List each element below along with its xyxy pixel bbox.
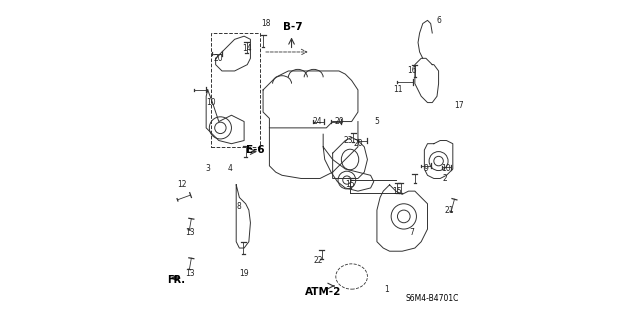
Text: 16: 16 bbox=[407, 66, 417, 76]
Text: FR.: FR. bbox=[167, 275, 185, 285]
Text: 24: 24 bbox=[312, 117, 322, 126]
Text: 13: 13 bbox=[186, 228, 195, 237]
Bar bbox=[211, 33, 260, 147]
Text: 19: 19 bbox=[239, 269, 249, 278]
Text: 17: 17 bbox=[454, 101, 464, 110]
Text: 21: 21 bbox=[445, 206, 454, 215]
Text: 9: 9 bbox=[424, 165, 428, 174]
Text: ATM-2: ATM-2 bbox=[305, 287, 341, 297]
Text: E-6: E-6 bbox=[246, 145, 264, 155]
Text: 12: 12 bbox=[178, 180, 187, 189]
Text: 2: 2 bbox=[442, 174, 447, 183]
Text: 13: 13 bbox=[186, 269, 195, 278]
Text: 5: 5 bbox=[374, 117, 380, 126]
Text: 8: 8 bbox=[237, 203, 242, 211]
Text: 4: 4 bbox=[227, 165, 232, 174]
Text: 14: 14 bbox=[243, 44, 252, 53]
Text: 1: 1 bbox=[384, 285, 388, 294]
Text: 15: 15 bbox=[345, 180, 355, 189]
Text: 10: 10 bbox=[442, 165, 451, 174]
Text: B-7: B-7 bbox=[284, 22, 303, 32]
Text: 20: 20 bbox=[334, 117, 344, 126]
Text: 22: 22 bbox=[314, 256, 323, 265]
Text: 20: 20 bbox=[353, 139, 363, 148]
Text: 6: 6 bbox=[436, 16, 441, 25]
Text: 20: 20 bbox=[214, 54, 223, 63]
Text: S6M4-B4701C: S6M4-B4701C bbox=[406, 294, 459, 303]
Text: 18: 18 bbox=[262, 19, 271, 28]
Text: 15: 15 bbox=[393, 187, 403, 196]
Text: 11: 11 bbox=[393, 85, 402, 94]
Text: 10: 10 bbox=[206, 98, 216, 107]
Text: 3: 3 bbox=[205, 165, 210, 174]
Text: 23: 23 bbox=[344, 136, 353, 145]
Text: 7: 7 bbox=[409, 228, 414, 237]
